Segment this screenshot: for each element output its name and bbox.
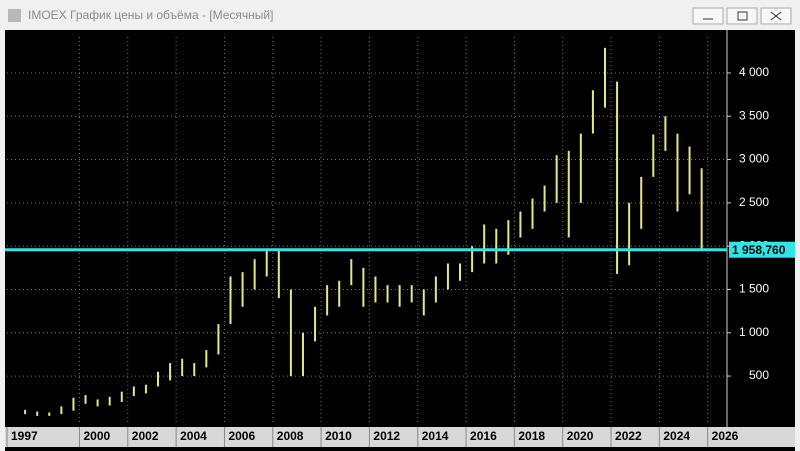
x-tick-label: 2000 — [83, 429, 110, 443]
x-tick-label: 2016 — [470, 429, 497, 443]
x-tick-label: 2006 — [228, 429, 255, 443]
x-tick-label: 2018 — [518, 429, 545, 443]
x-tick-label: 2012 — [373, 429, 400, 443]
x-tick-label: 2026 — [712, 429, 739, 443]
icon — [737, 11, 748, 21]
x-axis-strip — [5, 427, 795, 447]
window-buttons — [692, 7, 792, 25]
minimize-button[interactable] — [692, 7, 724, 25]
price-label-box — [729, 241, 795, 258]
x-tick-label: 2002 — [132, 429, 159, 443]
y-tick-label: 1 000 — [739, 325, 769, 339]
chart-background — [5, 30, 795, 451]
window-title: IMOEX График цены и объёма - [Месячный] — [28, 8, 273, 22]
x-tick-label: 1997 — [11, 429, 38, 443]
maximize-button[interactable] — [726, 7, 758, 25]
y-tick-label: 2 500 — [739, 195, 769, 209]
x-tick-label: 2024 — [663, 429, 690, 443]
y-tick-label: 500 — [749, 368, 769, 382]
y-tick-label: 1 500 — [739, 282, 769, 296]
x-tick-label: 2008 — [277, 429, 304, 443]
x-tick-label: 2004 — [180, 429, 207, 443]
x-tick-label: 2010 — [325, 429, 352, 443]
icon — [770, 11, 782, 21]
y-tick-label: 3 000 — [739, 152, 769, 166]
x-tick-label: 2020 — [567, 429, 594, 443]
y-tick-label: 4 000 — [739, 65, 769, 79]
y-tick-label: 3 500 — [739, 108, 769, 122]
x-tick-label: 2022 — [615, 429, 642, 443]
price-label: 1 958,760 — [732, 243, 786, 257]
x-tick-label: 2014 — [422, 429, 449, 443]
window-icon — [8, 9, 21, 22]
